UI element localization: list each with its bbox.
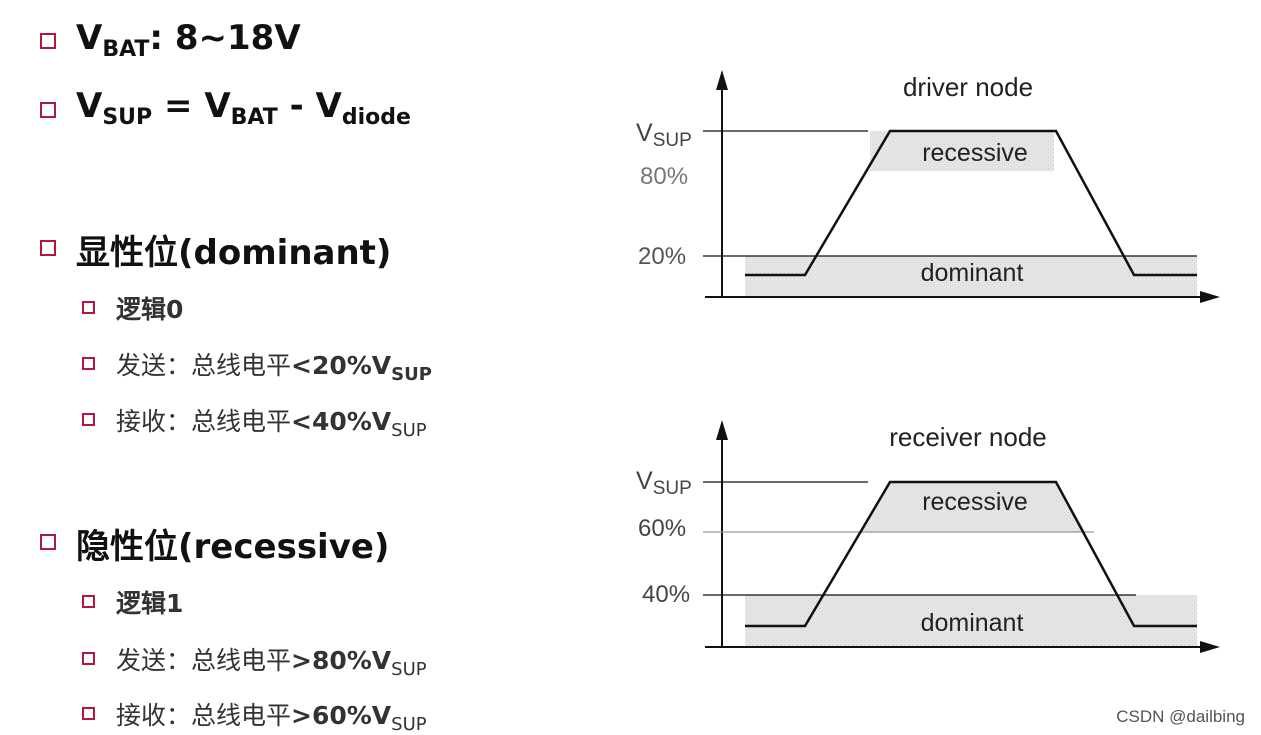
signal-waveform xyxy=(745,129,1197,277)
bullet-icon xyxy=(82,413,95,426)
dominant-label: dominant xyxy=(921,259,1024,287)
driver-node-diagram: driver node VSUP 80% 20% recessive domin… xyxy=(636,70,1220,303)
bullet-icon xyxy=(82,357,95,370)
recessive-label: recessive xyxy=(922,488,1028,516)
dominant-heading: 显性位(dominant) xyxy=(76,233,392,273)
bullet-icon xyxy=(82,707,95,720)
bullet-icon xyxy=(40,534,56,550)
vbat-heading: VBAT: 8~18V xyxy=(76,18,301,62)
vsup-label: VSUP xyxy=(636,119,692,151)
signal-waveform xyxy=(745,480,1197,628)
vsup-heading: VSUP = VBAT - Vdiode xyxy=(76,86,411,130)
recessive-label: recessive xyxy=(922,139,1028,167)
bullet-icon xyxy=(82,595,95,608)
receiver-node-diagram: receiver node VSUP 60% 40% recessive dom… xyxy=(636,420,1220,653)
diagram-title: driver node xyxy=(903,72,1033,102)
receiver-recessive-region xyxy=(861,482,1086,532)
x-axis-arrow-icon xyxy=(1200,291,1220,303)
low-threshold-label: 20% xyxy=(638,243,686,270)
recessive-send: 发送：总线电平>80%VSUP xyxy=(116,646,427,680)
recessive-heading: 隐性位(recessive) xyxy=(76,527,390,567)
bullet-icon xyxy=(40,102,56,118)
bullet-icon xyxy=(40,33,56,49)
y-axis-arrow-icon xyxy=(716,420,728,440)
low-threshold-label: 40% xyxy=(642,581,690,608)
driver-dominant-region xyxy=(745,256,1197,296)
high-threshold-label: 60% xyxy=(638,515,686,542)
high-threshold-label: 80% xyxy=(640,163,688,190)
bullet-icon xyxy=(82,652,95,665)
dominant-send: 发送：总线电平<20%VSUP xyxy=(116,351,432,385)
recessive-logic: 逻辑1 xyxy=(116,589,184,618)
vsup-label: VSUP xyxy=(636,467,692,499)
x-axis-arrow-icon xyxy=(1200,641,1220,653)
driver-recessive-region xyxy=(870,131,1054,171)
recessive-receive: 接收：总线电平>60%VSUP xyxy=(116,701,427,735)
dominant-logic: 逻辑0 xyxy=(116,295,184,324)
bullet-icon xyxy=(40,240,56,256)
y-axis-arrow-icon xyxy=(716,70,728,90)
diagram-title: receiver node xyxy=(889,422,1047,452)
watermark: CSDN @dailbing xyxy=(1116,707,1245,726)
bullet-icon xyxy=(82,301,95,314)
dominant-label: dominant xyxy=(921,609,1024,637)
dominant-receive: 接收：总线电平<40%VSUP xyxy=(116,407,427,441)
